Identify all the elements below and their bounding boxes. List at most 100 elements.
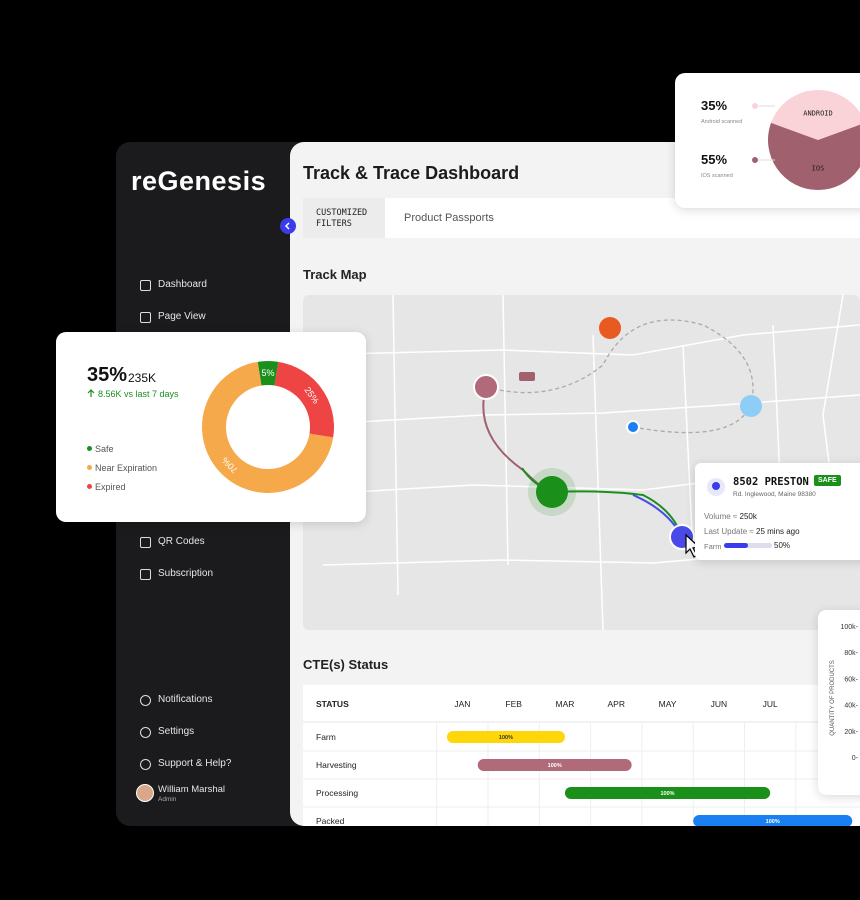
donut-slice: [274, 361, 334, 438]
user-role: Admin: [158, 796, 177, 803]
kpi-percent: 35%: [87, 364, 128, 386]
location-dot[interactable]: [626, 420, 640, 434]
y-axis-label: QUANTITY OF PRODUCTS: [830, 660, 836, 736]
collapse-button[interactable]: [280, 218, 296, 234]
tab[interactable]: Product Passports: [404, 212, 494, 224]
row-label: Packed: [316, 816, 345, 826]
scan-label: Android scanned: [701, 119, 742, 125]
legend-swatch: [87, 465, 92, 470]
row-label: Harvesting: [316, 760, 357, 770]
avatar: [136, 784, 154, 802]
nav-item[interactable]: Notifications: [158, 694, 213, 705]
tab[interactable]: CUSTOMIZED FILTERS: [303, 198, 385, 238]
location-dot[interactable]: [740, 395, 762, 417]
nav-icon: [140, 280, 151, 291]
legend-item: Expired: [87, 482, 126, 492]
location-dot[interactable]: [473, 374, 499, 400]
legend-swatch: [87, 446, 92, 451]
nav-item[interactable]: Dashboard: [158, 279, 207, 290]
column-header: JUL: [763, 699, 778, 709]
scan-value: 55%: [701, 152, 727, 167]
location-dot[interactable]: [599, 317, 621, 339]
scan-label: IOS scanned: [701, 173, 733, 179]
nav-icon: [140, 759, 151, 770]
quantity-axis: 100k- 80k- 60k- 40k- 20k- 0- QUANTITY OF PRODU…: [830, 624, 859, 762]
gantt-bar: [477, 759, 632, 771]
nav-item[interactable]: Settings: [158, 726, 195, 737]
scan-card: ANDROID IOS 35% Android scanned 55% IOS scann…: [675, 73, 860, 208]
chevron: [284, 222, 290, 230]
label: Volume ≈: [704, 512, 738, 521]
column-header: FEB: [505, 699, 522, 709]
legend-label: Safe: [95, 444, 114, 454]
quantity-card: [818, 610, 860, 795]
column-header: STATUS: [316, 699, 349, 709]
expiry-donut: 5%70%25%: [202, 361, 334, 493]
nav-icon: [140, 727, 151, 738]
value: 250k: [739, 512, 757, 521]
user-name[interactable]: William Marshal: [158, 784, 226, 795]
popup-label: Farm: [704, 542, 722, 551]
legend-item: Safe: [87, 444, 114, 454]
gantt-bar: [693, 815, 853, 826]
y-tick-label: 80k-: [844, 650, 858, 657]
connector-dot: [752, 103, 758, 109]
progress-label: 50%: [774, 541, 791, 550]
column-header: JAN: [454, 699, 470, 709]
scan-pie: ANDROID IOS 35% Android scanned 55% IOS scann…: [701, 90, 860, 190]
y-tick-label: 100k-: [840, 624, 858, 631]
gantt-bar: [564, 787, 771, 799]
section-title: CTE(s) Status: [303, 657, 389, 672]
popup-address: Rd. Inglewood, Maine 98380: [733, 491, 816, 498]
y-tick-label: 0-: [852, 755, 859, 762]
pin-icon: [707, 478, 725, 496]
pie-slice: [771, 90, 860, 140]
truck-icon: [519, 372, 535, 381]
column-header: MAY: [659, 699, 677, 709]
cte-table: STATUSJANFEBMARAPRMAYJUNJULAFarm100%Harv…: [303, 685, 860, 826]
section-title: Track Map: [303, 267, 367, 282]
nav-item[interactable]: Subscription: [158, 568, 214, 579]
connector-dot: [752, 157, 758, 163]
nav-icon: [140, 537, 151, 548]
popup-label: Last Update ≈ 25 mins ago: [704, 527, 800, 536]
popup-label: Volume ≈ 250k: [704, 512, 757, 521]
legend-label: Near Expiration: [95, 463, 158, 473]
slice-label: 5%: [261, 368, 274, 378]
nav-item[interactable]: Support & Help?: [158, 758, 232, 769]
status-badge: SAFE: [814, 475, 841, 486]
scan-value: 35%: [701, 98, 727, 113]
legend-label: Expired: [95, 482, 126, 492]
popup-id: 8502 PRESTON: [733, 476, 809, 488]
y-tick-label: 40k-: [844, 703, 858, 710]
kpi-change: 8.56K vs last 7 days: [98, 389, 179, 399]
brand: reGenesis: [131, 166, 267, 196]
nav-item[interactable]: QR Codes: [158, 536, 205, 547]
column-header: MAR: [556, 699, 575, 709]
expiry-card: 35% 235K 8.56K vs last 7 days Safe Near E…: [56, 332, 366, 522]
bar-label: 100%: [548, 763, 562, 769]
gantt-bar: [446, 731, 565, 743]
nav-icon: [140, 569, 151, 580]
slice-label: IOS: [812, 165, 825, 173]
pie-slice: [768, 122, 860, 190]
route: [521, 467, 683, 538]
nav-icon: [140, 312, 151, 323]
nav-item[interactable]: Page View: [158, 311, 206, 322]
up-arrow: [87, 389, 95, 397]
donut-slice: [202, 361, 334, 493]
table-bg: [303, 685, 860, 826]
progress-fill: [724, 543, 748, 548]
donut-slice: [257, 361, 279, 386]
row-label: Processing: [316, 788, 358, 798]
y-tick-label: 20k-: [844, 729, 858, 736]
location-dot[interactable]: [536, 476, 568, 508]
value: 25 mins ago: [756, 527, 800, 536]
page-title: Track & Trace Dashboard: [303, 163, 520, 183]
column-header: JUN: [711, 699, 728, 709]
bar-label: 100%: [499, 735, 513, 741]
y-tick-label: 60k-: [844, 676, 858, 683]
bar-label: 100%: [661, 791, 675, 797]
column-header: APR: [608, 699, 625, 709]
